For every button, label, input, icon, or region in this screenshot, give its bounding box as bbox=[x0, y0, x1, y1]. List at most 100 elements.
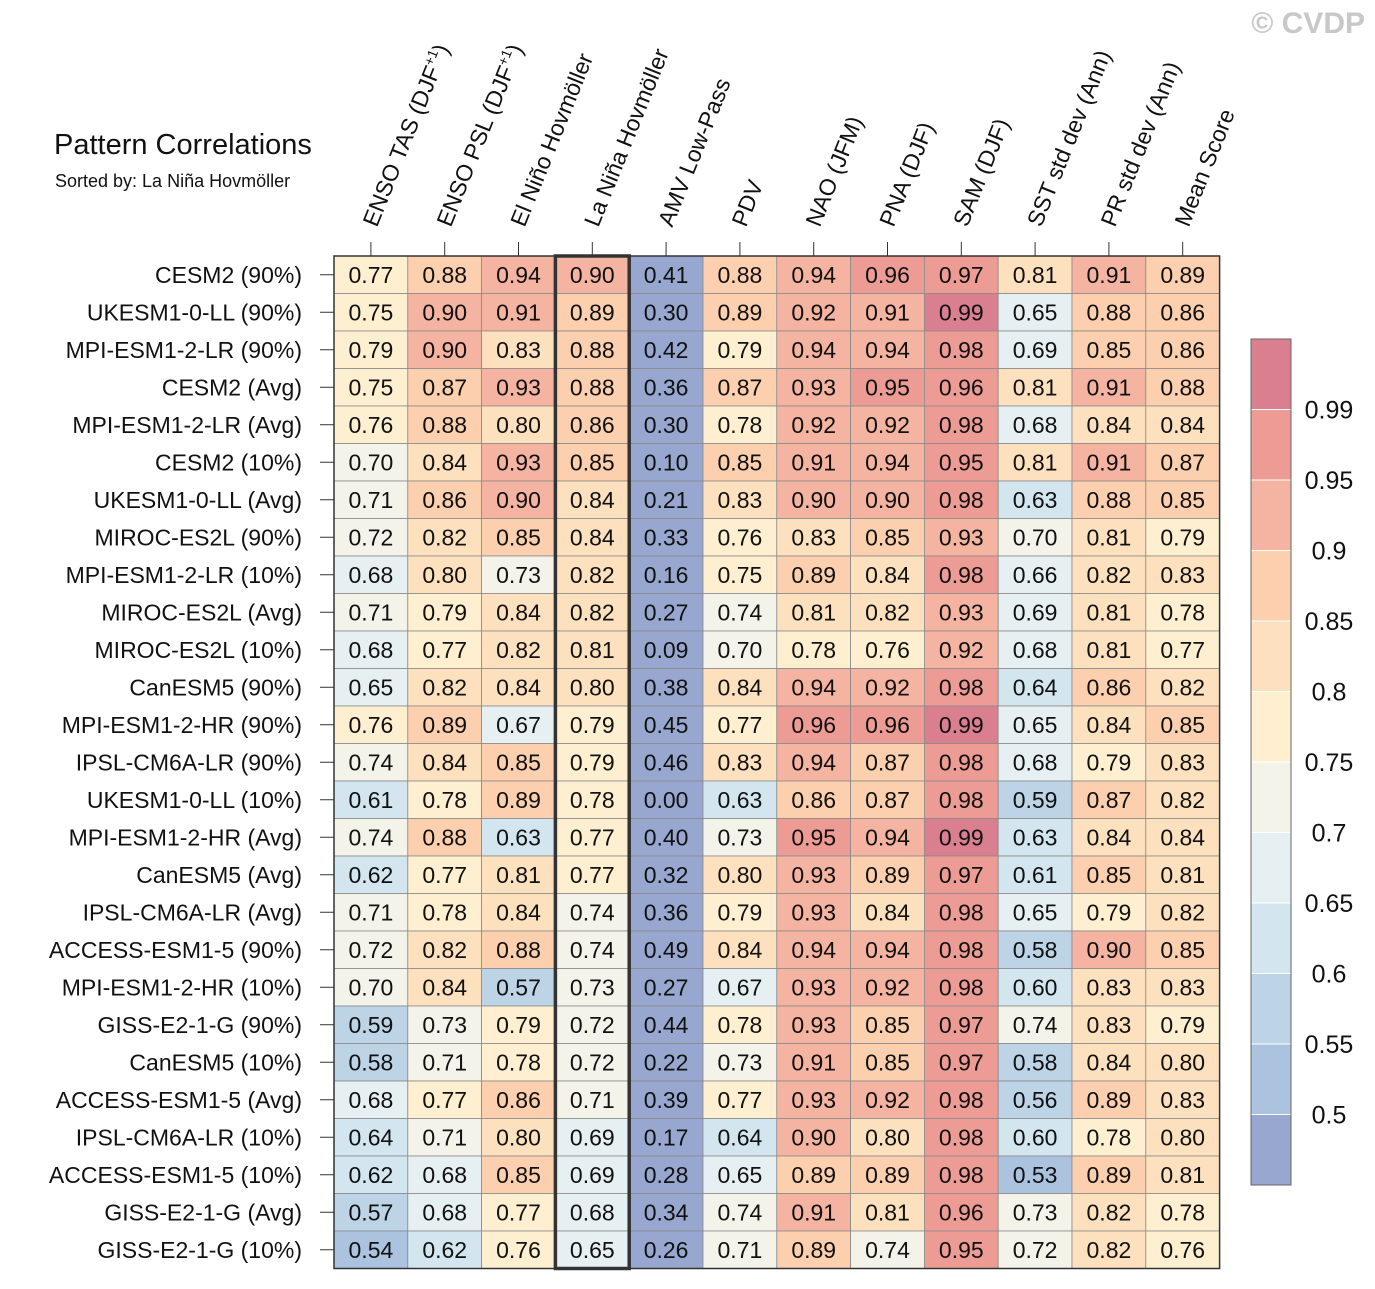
cell-value: 0.76 bbox=[865, 637, 910, 663]
cell-value: 0.28 bbox=[644, 1162, 689, 1188]
cell-value: 0.60 bbox=[1013, 974, 1058, 1000]
heatmap-cell bbox=[407, 443, 482, 482]
heatmap-cell bbox=[776, 1230, 851, 1269]
cell-value: 0.38 bbox=[644, 674, 689, 700]
heatmap-cell bbox=[776, 293, 851, 332]
heatmap-cell bbox=[1071, 818, 1147, 857]
heatmap-cell bbox=[997, 255, 1073, 294]
row-label-mpi-esm1-2-hr-10: MPI-ESM1-2-HR (10%) bbox=[62, 974, 302, 1000]
colorbar-bin bbox=[1251, 903, 1291, 974]
heatmap-cell bbox=[481, 1155, 556, 1194]
colorbar-bin bbox=[1251, 339, 1291, 410]
heatmap-cell bbox=[1145, 368, 1221, 407]
cell-value: 0.93 bbox=[791, 974, 836, 1000]
heatmap-cell bbox=[850, 743, 925, 782]
row-label-mpi-esm1-2-lr-avg: MPI-ESM1-2-LR (Avg) bbox=[72, 412, 302, 438]
heatmap-cell bbox=[702, 555, 778, 594]
cell-value: 0.68 bbox=[570, 1199, 615, 1225]
cell-value: 0.83 bbox=[1160, 749, 1205, 775]
cell-value: 0.63 bbox=[1013, 824, 1058, 850]
row-label-ipsl-cm6a-lr-90: IPSL-CM6A-LR (90%) bbox=[76, 749, 302, 775]
heatmap-cell bbox=[702, 1155, 778, 1194]
heatmap-cell bbox=[924, 255, 999, 294]
heatmap-cell bbox=[702, 293, 778, 332]
colorbar-tick-label: 0.8 bbox=[1312, 679, 1347, 707]
cell-value: 0.90 bbox=[1087, 937, 1132, 963]
heatmap-cell bbox=[1145, 855, 1221, 894]
cell-value: 0.89 bbox=[718, 299, 763, 325]
heatmap-cell bbox=[924, 330, 999, 369]
heatmap-cell bbox=[555, 480, 630, 519]
cell-value: 0.81 bbox=[1087, 637, 1132, 663]
heatmap-cell bbox=[481, 443, 556, 482]
cell-value: 0.79 bbox=[1160, 1012, 1205, 1038]
cell-value: 0.82 bbox=[422, 937, 467, 963]
cell-value: 0.98 bbox=[939, 562, 984, 588]
cell-value: 0.63 bbox=[1013, 487, 1058, 513]
cell-value: 0.78 bbox=[1160, 1199, 1205, 1225]
cell-value: 0.93 bbox=[496, 449, 541, 475]
heatmap-cell bbox=[1145, 255, 1221, 294]
heatmap-cell bbox=[555, 968, 630, 1007]
heatmap-cell bbox=[1071, 1043, 1147, 1082]
cell-value: 0.94 bbox=[865, 337, 910, 363]
heatmap-cell bbox=[407, 968, 482, 1007]
heatmap-cell bbox=[1145, 518, 1221, 557]
cell-value: 0.57 bbox=[496, 974, 541, 1000]
cell-value: 0.32 bbox=[644, 862, 689, 888]
cell-value: 0.91 bbox=[496, 299, 541, 325]
cell-value: 0.91 bbox=[791, 449, 836, 475]
cell-value: 0.84 bbox=[718, 674, 763, 700]
cell-value: 0.91 bbox=[791, 1049, 836, 1075]
column-label-text: Mean Score bbox=[1169, 105, 1240, 230]
cell-value: 0.71 bbox=[349, 599, 394, 625]
heatmap-cell bbox=[1145, 1230, 1221, 1269]
cell-value: 0.83 bbox=[791, 524, 836, 550]
cell-value: 0.72 bbox=[349, 937, 394, 963]
cell-value: 0.98 bbox=[939, 749, 984, 775]
cell-value: 0.85 bbox=[1087, 337, 1132, 363]
heatmap-cell bbox=[333, 855, 409, 894]
heatmap-cell bbox=[333, 1080, 409, 1119]
cell-value: 0.89 bbox=[865, 862, 910, 888]
cell-value: 0.80 bbox=[496, 1124, 541, 1150]
heatmap-cell bbox=[481, 968, 556, 1007]
cell-value: 0.09 bbox=[644, 637, 689, 663]
cell-value: 0.98 bbox=[939, 487, 984, 513]
cell-value: 0.70 bbox=[349, 449, 394, 475]
heatmap-cell bbox=[776, 443, 851, 482]
cell-value: 0.78 bbox=[1087, 1124, 1132, 1150]
heatmap-cell bbox=[850, 405, 925, 444]
heatmap-cell bbox=[1145, 893, 1221, 932]
heatmap-cell bbox=[481, 893, 556, 932]
heatmap-cell bbox=[481, 1043, 556, 1082]
row-label-cesm2-90: CESM2 (90%) bbox=[155, 262, 302, 288]
cell-value: 0.85 bbox=[1160, 937, 1205, 963]
cell-value: 0.82 bbox=[1087, 1199, 1132, 1225]
cell-value: 0.83 bbox=[718, 487, 763, 513]
row-label-ukesm1-0-ll-10: UKESM1-0-LL (10%) bbox=[87, 787, 302, 813]
cell-value: 0.77 bbox=[422, 862, 467, 888]
cell-value: 0.70 bbox=[349, 974, 394, 1000]
cell-value: 0.81 bbox=[865, 1199, 910, 1225]
heatmap-cell bbox=[1145, 1155, 1221, 1194]
cell-value: 0.88 bbox=[496, 937, 541, 963]
cell-value: 0.80 bbox=[1160, 1124, 1205, 1150]
heatmap-cell bbox=[628, 405, 704, 444]
cell-value: 0.82 bbox=[422, 524, 467, 550]
heatmap-cell bbox=[1145, 1193, 1221, 1232]
heatmap-cell bbox=[555, 1230, 630, 1269]
heatmap-cell bbox=[924, 930, 999, 969]
cell-value: 0.84 bbox=[1087, 824, 1132, 850]
heatmap-cell bbox=[407, 855, 482, 894]
cell-value: 0.75 bbox=[718, 562, 763, 588]
cell-value: 0.65 bbox=[349, 674, 394, 700]
heatmap-cell bbox=[407, 743, 482, 782]
heatmap-cell bbox=[628, 1080, 704, 1119]
colorbar-bin bbox=[1251, 973, 1291, 1044]
cell-value: 0.68 bbox=[1013, 412, 1058, 438]
heatmap-cell bbox=[850, 1230, 925, 1269]
cell-value: 0.72 bbox=[570, 1012, 615, 1038]
heatmap-cell bbox=[776, 518, 851, 557]
heatmap-cell bbox=[407, 705, 482, 744]
